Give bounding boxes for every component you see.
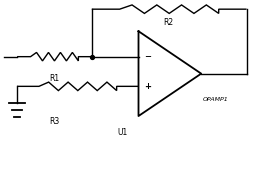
Text: R2: R2 xyxy=(163,18,173,27)
Text: −: − xyxy=(144,52,151,61)
Text: R1: R1 xyxy=(49,75,59,83)
Text: R3: R3 xyxy=(49,117,59,126)
Text: OPAMP1: OPAMP1 xyxy=(203,97,228,102)
Text: U1: U1 xyxy=(117,128,128,137)
Text: +: + xyxy=(144,82,151,91)
